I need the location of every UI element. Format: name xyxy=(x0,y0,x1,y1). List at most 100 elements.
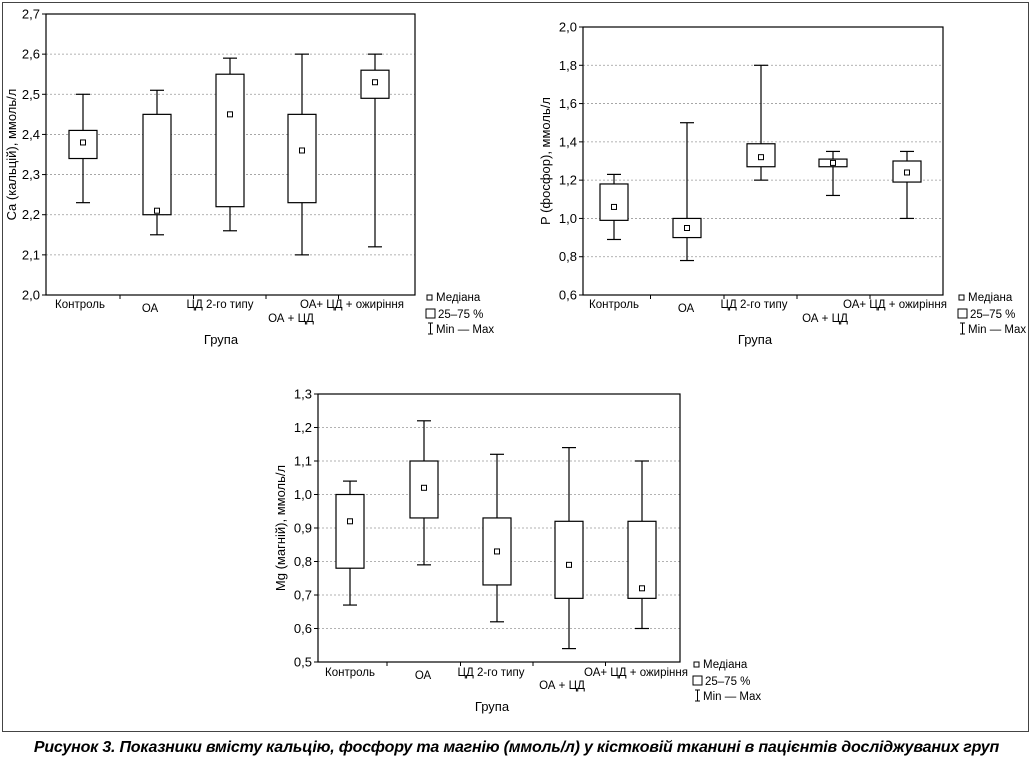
x-axis-title: Група xyxy=(475,699,510,714)
legend-range-label: Min — Max xyxy=(436,324,494,336)
y-tick-label: 1,3 xyxy=(294,387,312,402)
median-marker xyxy=(299,147,305,154)
median-marker xyxy=(566,561,572,568)
category-label: Контроль xyxy=(589,299,639,311)
median-marker xyxy=(611,203,617,210)
y-tick-label: 0,9 xyxy=(294,521,312,536)
y-axis-title: P (фосфор), ммоль/л xyxy=(538,97,553,225)
iqr-box xyxy=(142,113,172,216)
y-tick-label: 0,8 xyxy=(294,554,312,569)
legend-iqr-label: 25–75 % xyxy=(438,309,483,321)
box-2 xyxy=(142,89,172,236)
y-tick-label: 0,6 xyxy=(559,288,577,303)
y-tick-label: 1,0 xyxy=(559,211,577,226)
box-5 xyxy=(892,150,922,220)
y-tick-label: 1,2 xyxy=(559,173,577,188)
y-tick-label: 1,4 xyxy=(559,134,577,149)
median-marker xyxy=(154,207,160,214)
y-tick-label: 2,0 xyxy=(559,20,577,35)
category-label: ЦД 2-го типу xyxy=(458,667,525,679)
category-label: ЦД 2-го типу xyxy=(187,299,254,311)
x-axis-title: Група xyxy=(204,332,239,347)
category-label: ОА + ЦД xyxy=(268,313,314,325)
box-2 xyxy=(409,420,439,566)
iqr-box xyxy=(599,183,629,221)
box-3 xyxy=(215,57,245,232)
legend: Медіана 25–75 % Min — Max xyxy=(425,292,494,336)
box-4 xyxy=(818,150,848,197)
legend-median-label: Медіана xyxy=(968,292,1013,304)
category-label: ОА xyxy=(415,670,432,682)
box-2 xyxy=(672,122,702,262)
y-tick-label: 1,0 xyxy=(294,487,312,502)
category-label: ОА + ЦД xyxy=(539,680,585,692)
y-tick-label: 2,1 xyxy=(22,247,40,262)
box-4 xyxy=(287,53,317,256)
category-label: ОА xyxy=(678,303,695,315)
charts-canvas: 2,0 2,1 2,2 2,3 2,4 2,5 2,6 2,7 Контроль ОА ЦД 2-г… xyxy=(4,7,1026,715)
median-marker xyxy=(347,518,353,525)
median-marker xyxy=(639,585,645,592)
iqr-box xyxy=(215,73,245,208)
median-marker xyxy=(684,225,690,231)
box-1 xyxy=(335,480,365,606)
legend-median-label: Медіана xyxy=(436,292,481,304)
legend-median-label: Медіана xyxy=(703,659,748,671)
box-4 xyxy=(554,447,584,650)
median-marker xyxy=(904,169,910,176)
y-axis-title: Ca (кальцій), ммоль/л xyxy=(4,89,19,221)
chart-3: 0,5 0,6 0,7 0,8 0,9 1,0 1,1 1,2 1,3 Контроль ОА ЦД … xyxy=(273,387,761,715)
category-label: ОА+ ЦД + ожиріння xyxy=(300,299,404,311)
y-tick-label: 2,2 xyxy=(22,207,40,222)
legend-iqr-icon xyxy=(957,308,968,319)
legend-iqr-label: 25–75 % xyxy=(705,676,750,688)
legend-range-label: Min — Max xyxy=(968,324,1026,336)
category-label: ОА xyxy=(142,303,159,315)
box-3 xyxy=(482,453,512,623)
iqr-box xyxy=(335,493,365,569)
box-1 xyxy=(599,173,629,241)
legend-median-icon xyxy=(693,661,700,668)
y-tick-label: 2,7 xyxy=(22,7,40,22)
legend-median-icon xyxy=(426,294,433,301)
iqr-box xyxy=(287,113,317,204)
legend-median-icon xyxy=(958,294,965,301)
legend-iqr-label: 25–75 % xyxy=(970,309,1015,321)
box-3 xyxy=(746,64,776,181)
legend-range-label: Min — Max xyxy=(703,691,761,703)
x-axis-title: Група xyxy=(738,332,773,347)
y-tick-label: 2,4 xyxy=(22,127,40,142)
iqr-box xyxy=(554,520,584,599)
y-tick-label: 0,7 xyxy=(294,588,312,603)
y-tick-label: 2,6 xyxy=(22,47,40,62)
figure-caption: Рисунок 3. Показники вмісту кальцію, фос… xyxy=(33,739,1000,756)
median-marker xyxy=(372,79,378,86)
plot-area xyxy=(582,26,944,296)
category-label: ОА+ ЦД + ожиріння xyxy=(843,299,947,311)
y-tick-label: 2,5 xyxy=(22,87,40,102)
y-tick-label: 2,3 xyxy=(22,167,40,182)
y-tick-label: 2,0 xyxy=(22,288,40,303)
y-tick-label: 0,6 xyxy=(294,621,312,636)
median-marker xyxy=(227,111,233,118)
y-tick-label: 1,2 xyxy=(294,420,312,435)
plot-area xyxy=(45,13,416,296)
category-label: ОА+ ЦД + ожиріння xyxy=(584,667,688,679)
median-marker xyxy=(830,159,836,166)
legend-iqr-icon xyxy=(692,675,703,686)
y-tick-label: 1,1 xyxy=(294,454,312,469)
legend: Медіана 25–75 % Min — Max xyxy=(957,292,1026,336)
legend: Медіана 25–75 % Min — Max xyxy=(692,659,761,703)
box-5 xyxy=(360,53,390,248)
box-5 xyxy=(627,460,657,630)
median-marker xyxy=(421,484,427,491)
median-marker xyxy=(758,154,764,161)
category-label: ОА + ЦД xyxy=(802,313,848,325)
median-marker xyxy=(80,139,86,146)
y-tick-label: 1,8 xyxy=(559,58,577,73)
plot-area xyxy=(317,393,681,663)
category-label: Контроль xyxy=(325,667,375,679)
box-1 xyxy=(68,93,98,204)
figure-frame xyxy=(2,2,1029,732)
y-tick-label: 0,5 xyxy=(294,655,312,670)
